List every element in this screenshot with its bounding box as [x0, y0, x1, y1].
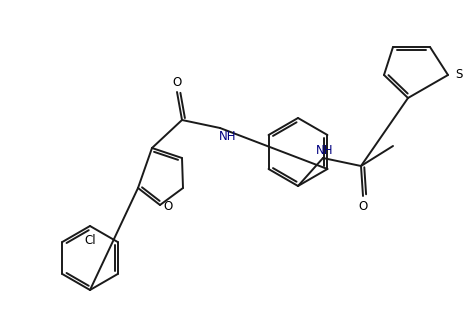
- Text: O: O: [172, 76, 182, 89]
- Text: S: S: [455, 69, 463, 82]
- Text: Cl: Cl: [84, 233, 96, 246]
- Text: NH: NH: [219, 130, 237, 143]
- Text: O: O: [164, 200, 172, 213]
- Text: NH: NH: [316, 144, 334, 157]
- Text: O: O: [358, 199, 368, 212]
